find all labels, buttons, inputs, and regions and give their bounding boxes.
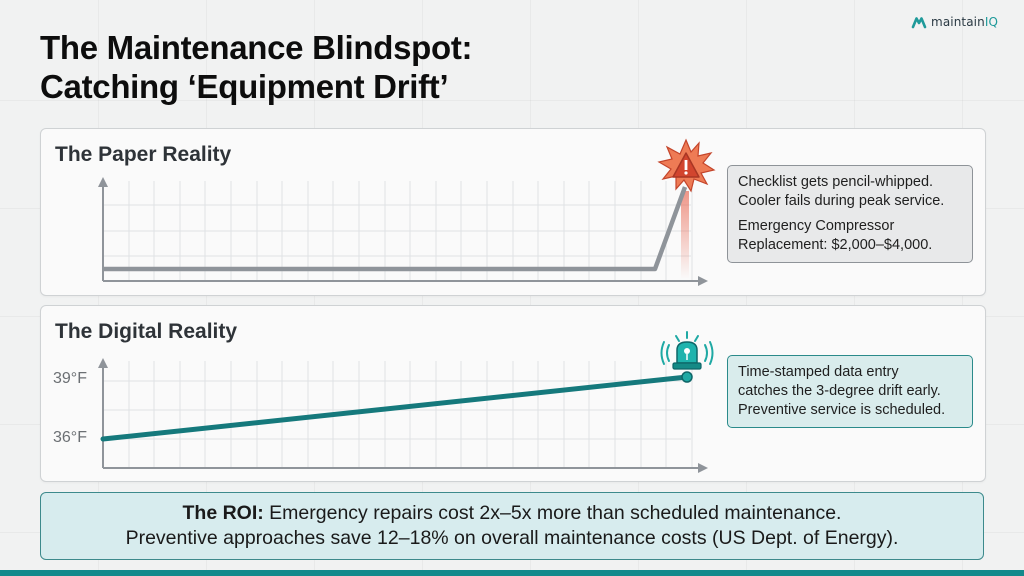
page-title-line2: Catching ‘Equipment Drift’ — [40, 68, 449, 105]
temperature-trend-line — [100, 374, 690, 442]
y-label-36f: 36°F — [53, 429, 87, 446]
brand-logo: maintainIQ — [911, 15, 998, 29]
maintainiq-logo-icon — [911, 16, 927, 28]
y-label-39f: 39°F — [53, 370, 87, 387]
paper-callout: Checklist gets pencil-whipped. Cooler fai… — [727, 165, 973, 263]
warning-burst-icon — [657, 138, 716, 193]
bottom-accent-bar — [0, 570, 1024, 576]
alarm-beacon-icon — [660, 331, 714, 370]
digital-callout: Time-stamped data entry catches the 3-de… — [727, 355, 973, 428]
paper-reality-chart — [98, 138, 716, 286]
digital-panel-title: The Digital Reality — [55, 320, 238, 343]
digital-reality-chart — [98, 331, 714, 473]
roi-line1: The ROI: Emergency repairs cost 2x–5x mo… — [182, 502, 842, 524]
page-title: The Maintenance Blindspot: Catching ‘Equ… — [40, 28, 473, 106]
digital-axes — [98, 358, 708, 473]
roi-line2: Preventive approaches save 12–18% on ove… — [125, 527, 899, 549]
logo-text: maintainIQ — [931, 15, 998, 29]
digital-grid — [103, 361, 693, 468]
page-title-line1: The Maintenance Blindspot: — [40, 29, 473, 66]
digital-reality-panel: The Digital Reality 39°F 36°F — [40, 305, 986, 482]
paper-axes — [98, 177, 708, 286]
roi-label: The ROI: — [182, 502, 264, 524]
paper-grid — [103, 181, 693, 281]
paper-log-line — [103, 186, 688, 272]
paper-panel-title: The Paper Reality — [55, 143, 232, 166]
paper-reality-panel: The Paper Reality — [40, 128, 986, 296]
roi-banner: The ROI: Emergency repairs cost 2x–5x mo… — [40, 492, 984, 560]
